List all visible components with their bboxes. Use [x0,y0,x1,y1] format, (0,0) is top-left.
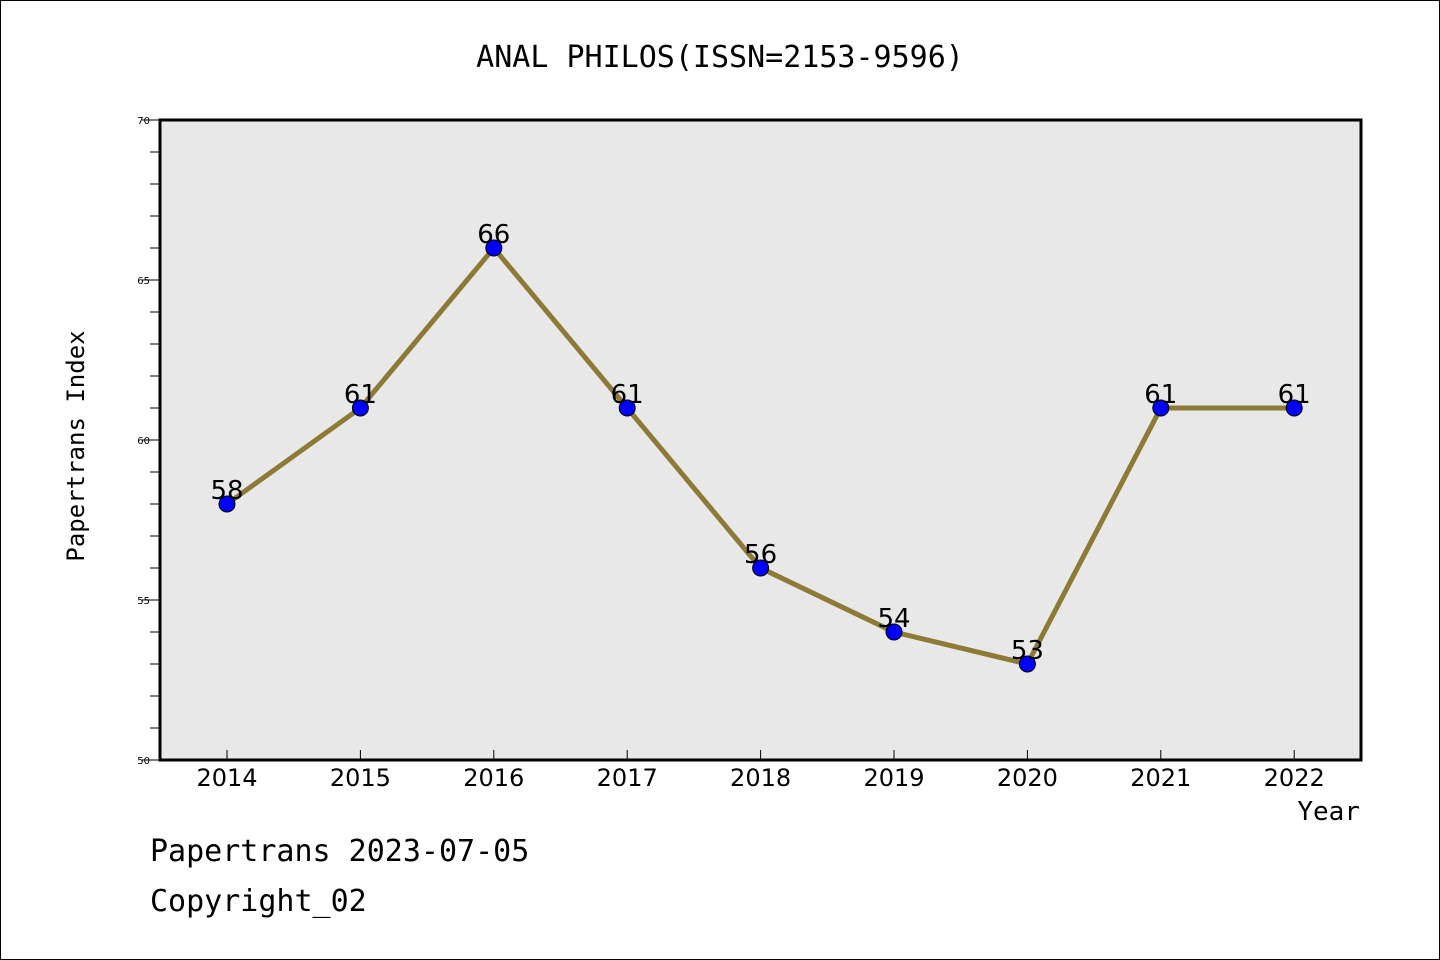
data-point [1152,399,1170,417]
y-tick-label: 60 [137,436,150,447]
data-label: 54 [877,604,910,634]
data-points [218,239,1303,673]
x-tick-label: 2018 [730,764,791,792]
data-label: 61 [1144,380,1177,410]
x-tick-label: 2022 [1264,764,1325,792]
data-label: 53 [1011,636,1044,666]
data-label: 58 [210,476,243,506]
x-tick-label: 2016 [463,764,524,792]
y-tick-label: 50 [137,756,150,767]
data-point [752,559,770,577]
x-axis-ticks: 2014 2015 2016 2017 2018 2019 2020 2021 2022 [196,750,1325,792]
x-tick-label: 2017 [597,764,658,792]
data-labels: 58 61 66 61 56 54 53 61 61 [210,220,1310,666]
data-label: 61 [1278,380,1311,410]
data-point [1285,399,1303,417]
data-point [618,399,636,417]
y-tick-label: 70 [137,116,150,127]
data-label: 66 [477,220,510,250]
data-label: 56 [744,540,777,570]
data-point [1018,655,1036,673]
x-tick-label: 2020 [997,764,1058,792]
footer-date-text: Papertrans 2023-07-05 [150,834,530,869]
x-tick-label: 2015 [330,764,391,792]
y-axis-label: Papertrans Index [62,330,90,561]
footer-copyright-text: Copyright_02 [150,884,367,919]
x-tick-label: 2014 [196,764,257,792]
y-tick-label: 55 [137,596,150,607]
x-tick-label: 2021 [1130,764,1191,792]
y-tick-label: 65 [137,276,150,287]
y-axis-ticks: 50 55 60 65 70 [137,116,160,767]
data-point [218,495,236,513]
plot-area [158,118,1363,762]
data-point [485,239,503,257]
chart-title: ANAL PHILOS(ISSN=2153-9596) [476,40,964,75]
x-tick-label: 2019 [863,764,924,792]
data-label: 61 [611,380,644,410]
data-point [351,399,369,417]
data-point [885,623,903,641]
x-axis-label: Year [1297,797,1360,827]
data-label: 61 [344,380,377,410]
